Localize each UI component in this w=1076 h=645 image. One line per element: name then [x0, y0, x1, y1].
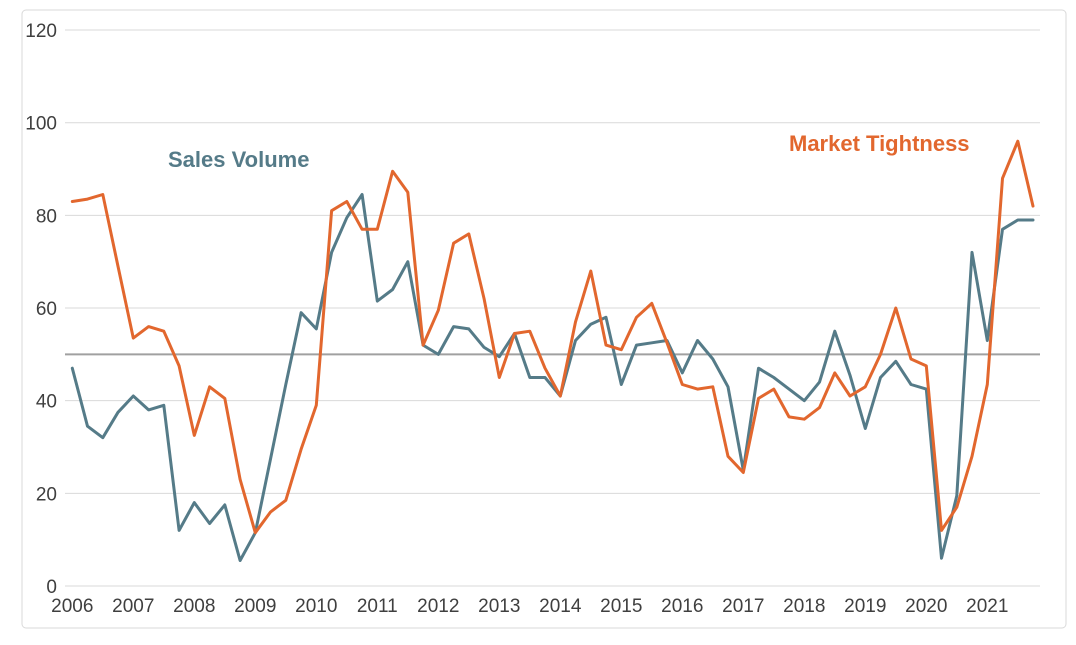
- x-tick-label-2018: 2018: [783, 596, 825, 617]
- market-tightness-series-label: Market Tightness: [789, 131, 970, 156]
- y-tick-label-120: 120: [25, 21, 57, 42]
- gridlines: [65, 29, 1040, 587]
- chart-frame-border: [21, 9, 1067, 629]
- x-tick-label-2006: 2006: [51, 596, 93, 617]
- y-tick-label-80: 80: [36, 206, 57, 227]
- x-tick-label-2011: 2011: [357, 596, 398, 617]
- x-tick-label-2012: 2012: [417, 596, 459, 617]
- x-tick-label-2008: 2008: [173, 596, 215, 617]
- x-tick-label-2009: 2009: [234, 596, 276, 617]
- x-tick-label-2021: 2021: [966, 596, 1008, 617]
- x-tick-label-2010: 2010: [295, 596, 337, 617]
- x-tick-label-2013: 2013: [478, 596, 520, 617]
- y-tick-label-20: 20: [36, 484, 57, 505]
- y-tick-label-0: 0: [46, 577, 57, 598]
- y-tick-label-40: 40: [36, 392, 57, 413]
- series-lines: [70, 139, 1035, 562]
- x-tick-label-2016: 2016: [661, 596, 703, 617]
- y-tick-label-100: 100: [25, 114, 57, 135]
- market-tightness-line: [70, 139, 1035, 535]
- x-tick-label-2015: 2015: [600, 596, 642, 617]
- y-tick-label-60: 60: [36, 299, 57, 320]
- sales-volume-series-label: Sales Volume: [168, 147, 309, 172]
- y-axis-labels: 0 20 40 60 80 100 120: [25, 21, 57, 598]
- x-tick-label-2020: 2020: [905, 596, 947, 617]
- x-tick-label-2017: 2017: [722, 596, 764, 617]
- x-tick-label-2007: 2007: [112, 596, 154, 617]
- x-axis-labels: 2006 2007 2008 2009 2010 2011 2012 2013 2014 2015…: [51, 596, 1008, 617]
- x-tick-label-2014: 2014: [539, 596, 582, 617]
- sales-volume-line: [70, 193, 1035, 562]
- x-tick-label-2019: 2019: [844, 596, 886, 617]
